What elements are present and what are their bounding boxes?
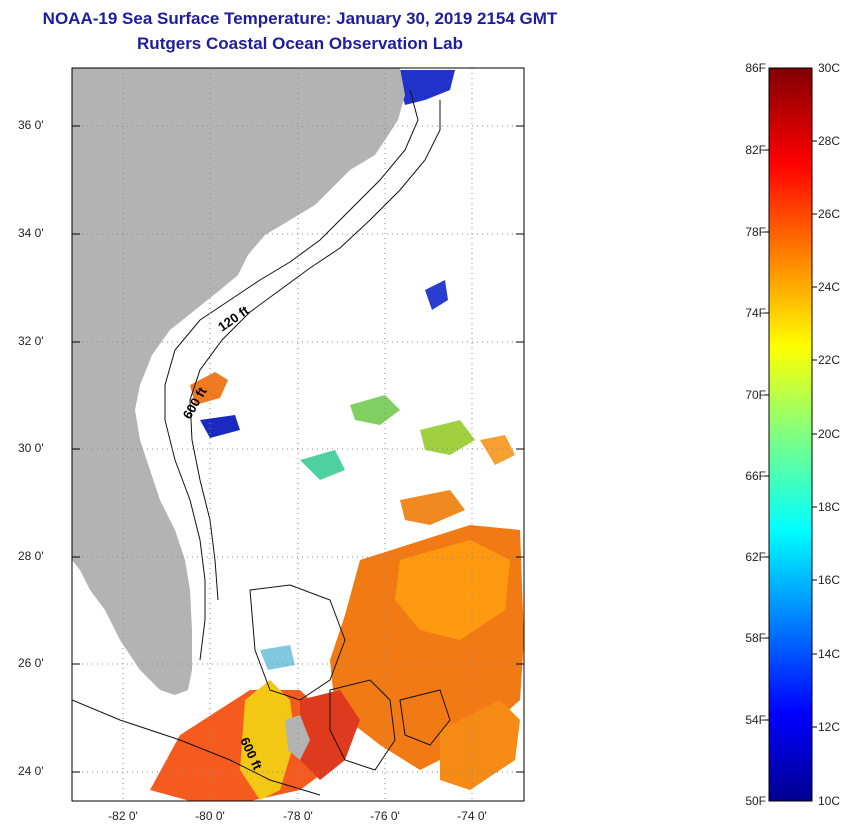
colorbar-c-label: 28C [818, 134, 841, 148]
lat-label: 36 0' [18, 118, 44, 132]
warm-water-patch [300, 450, 345, 480]
colorbar-f-label: 86F [745, 61, 766, 75]
map-title: NOAA-19 Sea Surface Temperature: January… [42, 9, 558, 28]
colorbar-c-label: 24C [818, 280, 841, 294]
cold-water-patch [200, 415, 240, 438]
cold-water-patch [395, 70, 455, 105]
colorbar-c-label: 18C [818, 500, 841, 514]
lat-ticks [72, 125, 524, 773]
lat-label: 26 0' [18, 656, 44, 670]
colorbar-c-label: 30C [818, 61, 841, 75]
lat-label: 24 0' [18, 764, 44, 778]
colorbar-f-label: 82F [745, 143, 766, 157]
warm-water-patch [190, 372, 228, 405]
colorbar-c-label: 20C [818, 427, 841, 441]
colorbar-f-label: 58F [745, 631, 766, 645]
warm-water-patch [420, 420, 475, 455]
colorbar-c-label: 14C [818, 647, 841, 661]
land-mass [72, 68, 405, 695]
depth-contour-600ft [189, 100, 441, 601]
land-mass-island [285, 715, 310, 760]
colorbar-f-label: 78F [745, 225, 766, 239]
map-frame [71, 67, 525, 802]
map-subtitle: Rutgers Coastal Ocean Observation Lab [137, 34, 463, 53]
lon-label: -74 0' [457, 809, 487, 823]
colorbar-c-label: 26C [818, 207, 841, 221]
colorbar-ticks [764, 140, 817, 728]
lat-label: 30 0' [18, 441, 44, 455]
colorbar-f-label: 54F [745, 713, 766, 727]
lon-label: -78 0' [283, 809, 313, 823]
warm-water-region [300, 690, 360, 780]
warm-water-patch [260, 645, 295, 670]
colorbar-f-label: 66F [745, 469, 766, 483]
cold-water-patch [425, 280, 448, 310]
warm-water-region [395, 540, 510, 640]
depth-contour-cuba [72, 699, 321, 796]
depth-contour-bahamas [329, 679, 396, 771]
depth-contour-bahamas [249, 584, 346, 701]
warm-water-region [440, 700, 520, 790]
lat-label: 34 0' [18, 226, 44, 240]
lon-label: -76 0' [370, 809, 400, 823]
colorbar-c-label: 16C [818, 573, 841, 587]
lat-label: 32 0' [18, 334, 44, 348]
colorbar-f-label: 50F [745, 794, 766, 808]
warm-water-region [240, 680, 295, 800]
map-gridlines [72, 68, 524, 801]
colorbar-c-label: 10C [818, 794, 841, 808]
lon-label: -82 0' [108, 809, 138, 823]
colorbar-f-label: 62F [745, 550, 766, 564]
colorbar-f-label: 70F [745, 388, 766, 402]
lon-label: -80 0' [195, 809, 225, 823]
warm-water-patch [480, 435, 515, 465]
colorbar-c-label: 12C [818, 720, 841, 734]
warm-water-patch [350, 395, 400, 425]
colorbar-c-label: 22C [818, 353, 841, 367]
depth-contour-120ft [164, 89, 419, 661]
warm-water-patch [400, 490, 465, 525]
colorbar-f-label: 74F [745, 306, 766, 320]
colorbar [768, 67, 813, 802]
depth-contour-bahamas [399, 689, 451, 746]
lat-label: 28 0' [18, 549, 44, 563]
